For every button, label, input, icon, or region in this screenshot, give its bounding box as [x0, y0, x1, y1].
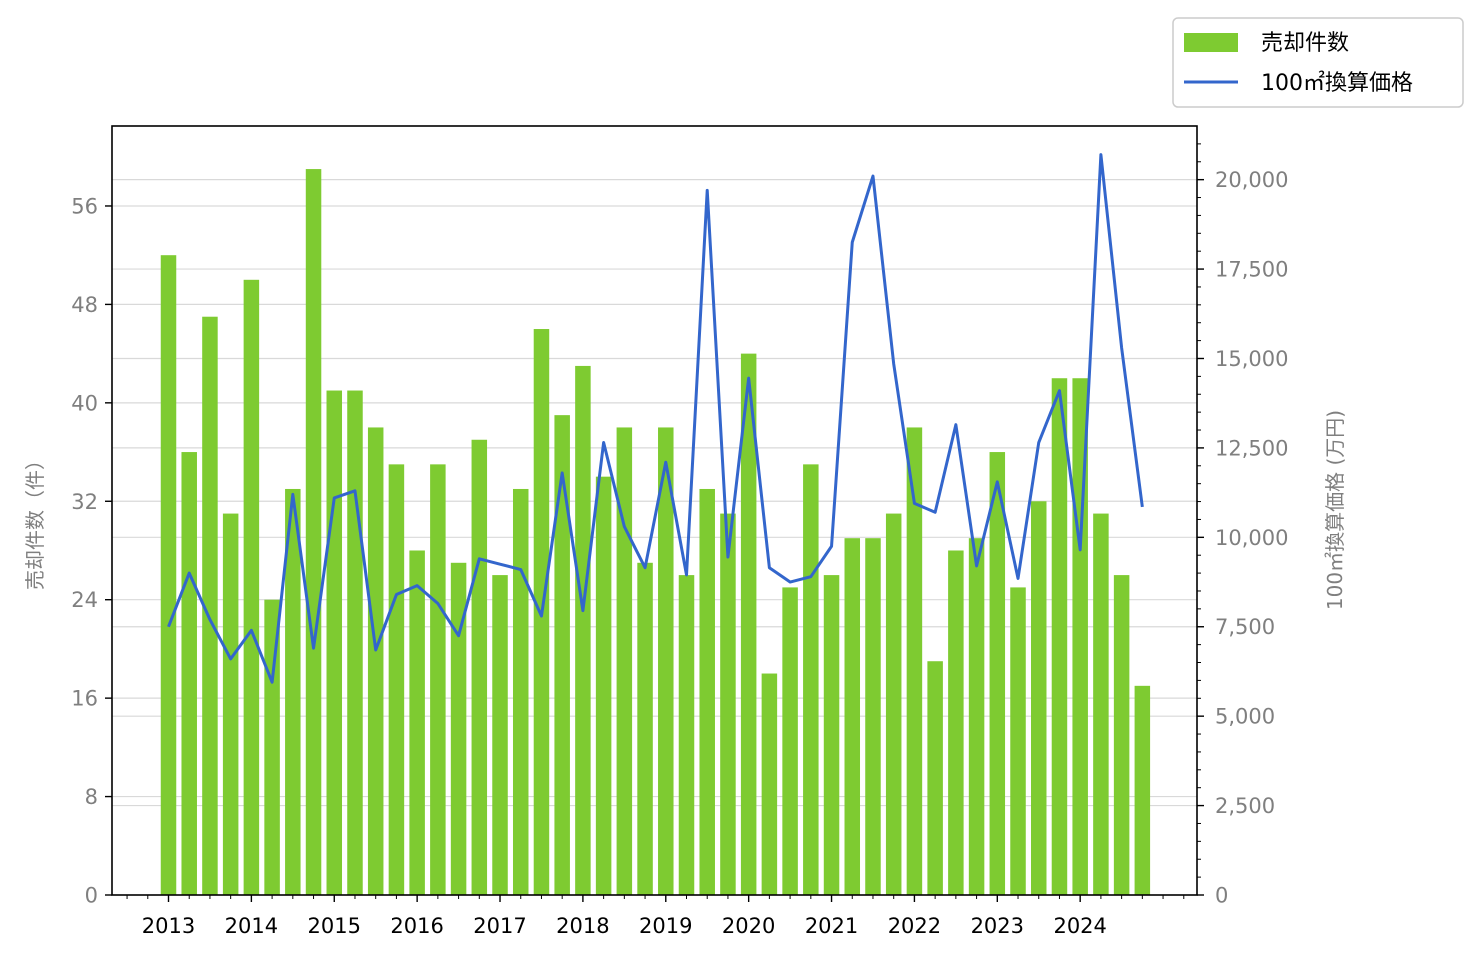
bar — [948, 550, 964, 895]
bar — [243, 279, 260, 895]
bar — [450, 562, 467, 895]
plot-frame — [111, 125, 1198, 896]
x-tick-label: 2014 — [225, 914, 278, 938]
bar — [326, 390, 343, 895]
legend-bar-swatch — [1184, 33, 1238, 52]
bar — [471, 439, 488, 895]
legend: 売却件数 100㎡換算価格 — [1172, 17, 1464, 108]
bar — [1093, 513, 1109, 895]
bar — [678, 575, 695, 895]
bar — [222, 513, 239, 895]
bar — [575, 365, 591, 896]
right-tick-label: 15,000 — [1215, 347, 1288, 371]
x-tick-label: 2016 — [390, 914, 443, 938]
right-axis-title: 100㎡換算価格 (万円) — [1323, 410, 1347, 610]
price-line — [167, 153, 1144, 684]
bar — [885, 513, 902, 895]
x-tick-label: 2020 — [722, 914, 775, 938]
right-tick-label: 20,000 — [1215, 168, 1288, 192]
bar — [388, 464, 405, 895]
left-tick-label: 32 — [71, 490, 98, 514]
bar — [699, 488, 715, 895]
bar — [637, 562, 653, 895]
bar — [906, 427, 923, 895]
left-tick-label: 24 — [71, 588, 98, 612]
right-tick-label: 7,500 — [1215, 615, 1275, 639]
bar — [865, 538, 881, 895]
right-tick-label: 17,500 — [1215, 258, 1288, 282]
right-tick-label: 5,000 — [1215, 705, 1275, 729]
bar — [512, 488, 529, 895]
x-tick-label: 2024 — [1053, 914, 1106, 938]
x-tick-label: 2019 — [639, 914, 692, 938]
bar — [844, 538, 861, 895]
bar — [1113, 575, 1130, 895]
left-tick-label: 40 — [71, 391, 98, 415]
legend-bar-label: 売却件数 — [1261, 31, 1349, 56]
bar — [1134, 685, 1151, 895]
bar — [803, 464, 819, 895]
left-axis-title: 売却件数（件） — [23, 450, 47, 590]
line-series — [167, 153, 1144, 684]
bar — [616, 427, 633, 895]
bar — [305, 169, 322, 896]
x-tick-label: 2015 — [308, 914, 361, 938]
legend-box — [1172, 17, 1464, 108]
bar-series — [160, 169, 1151, 896]
bar — [595, 476, 612, 895]
bar — [823, 575, 840, 895]
bar — [492, 575, 508, 895]
axes: 0 8 16 24 32 40 48 56 0 2,500 5,000 7,500 10,000 12,5… — [71, 125, 1288, 938]
bar — [1072, 378, 1088, 895]
x-tick-label: 2018 — [556, 914, 609, 938]
bar — [554, 415, 570, 895]
bar — [409, 550, 425, 895]
left-tick-label: 48 — [71, 293, 98, 317]
bar — [968, 538, 985, 895]
bar — [1010, 587, 1026, 895]
x-tick-label: 2013 — [142, 914, 195, 938]
bar — [202, 316, 218, 895]
right-tick-label: 12,500 — [1215, 436, 1288, 460]
bar — [347, 390, 363, 895]
x-tick-label: 2017 — [473, 914, 526, 938]
bar — [367, 427, 384, 895]
bar — [658, 427, 674, 895]
bar — [927, 661, 943, 895]
bar — [989, 452, 1006, 895]
bar — [430, 464, 446, 895]
bar — [1051, 378, 1068, 895]
left-tick-label: 56 — [71, 194, 98, 218]
left-tick-label: 8 — [85, 785, 98, 809]
bar — [285, 488, 301, 895]
right-tick-label: 10,000 — [1215, 526, 1288, 550]
x-tick-label: 2022 — [888, 914, 941, 938]
left-tick-label: 0 — [85, 884, 98, 908]
right-tick-label: 0 — [1215, 884, 1228, 908]
left-tick-label: 16 — [71, 687, 98, 711]
legend-line-label: 100㎡換算価格 — [1261, 70, 1413, 96]
bar — [720, 513, 736, 895]
bar — [1030, 501, 1047, 895]
x-tick-label: 2023 — [971, 914, 1024, 938]
bar — [761, 673, 778, 895]
bar — [740, 353, 757, 895]
right-tick-label: 2,500 — [1215, 794, 1275, 818]
bar — [782, 587, 798, 895]
bar — [160, 255, 177, 895]
x-tick-label: 2021 — [805, 914, 858, 938]
bar — [181, 452, 197, 895]
